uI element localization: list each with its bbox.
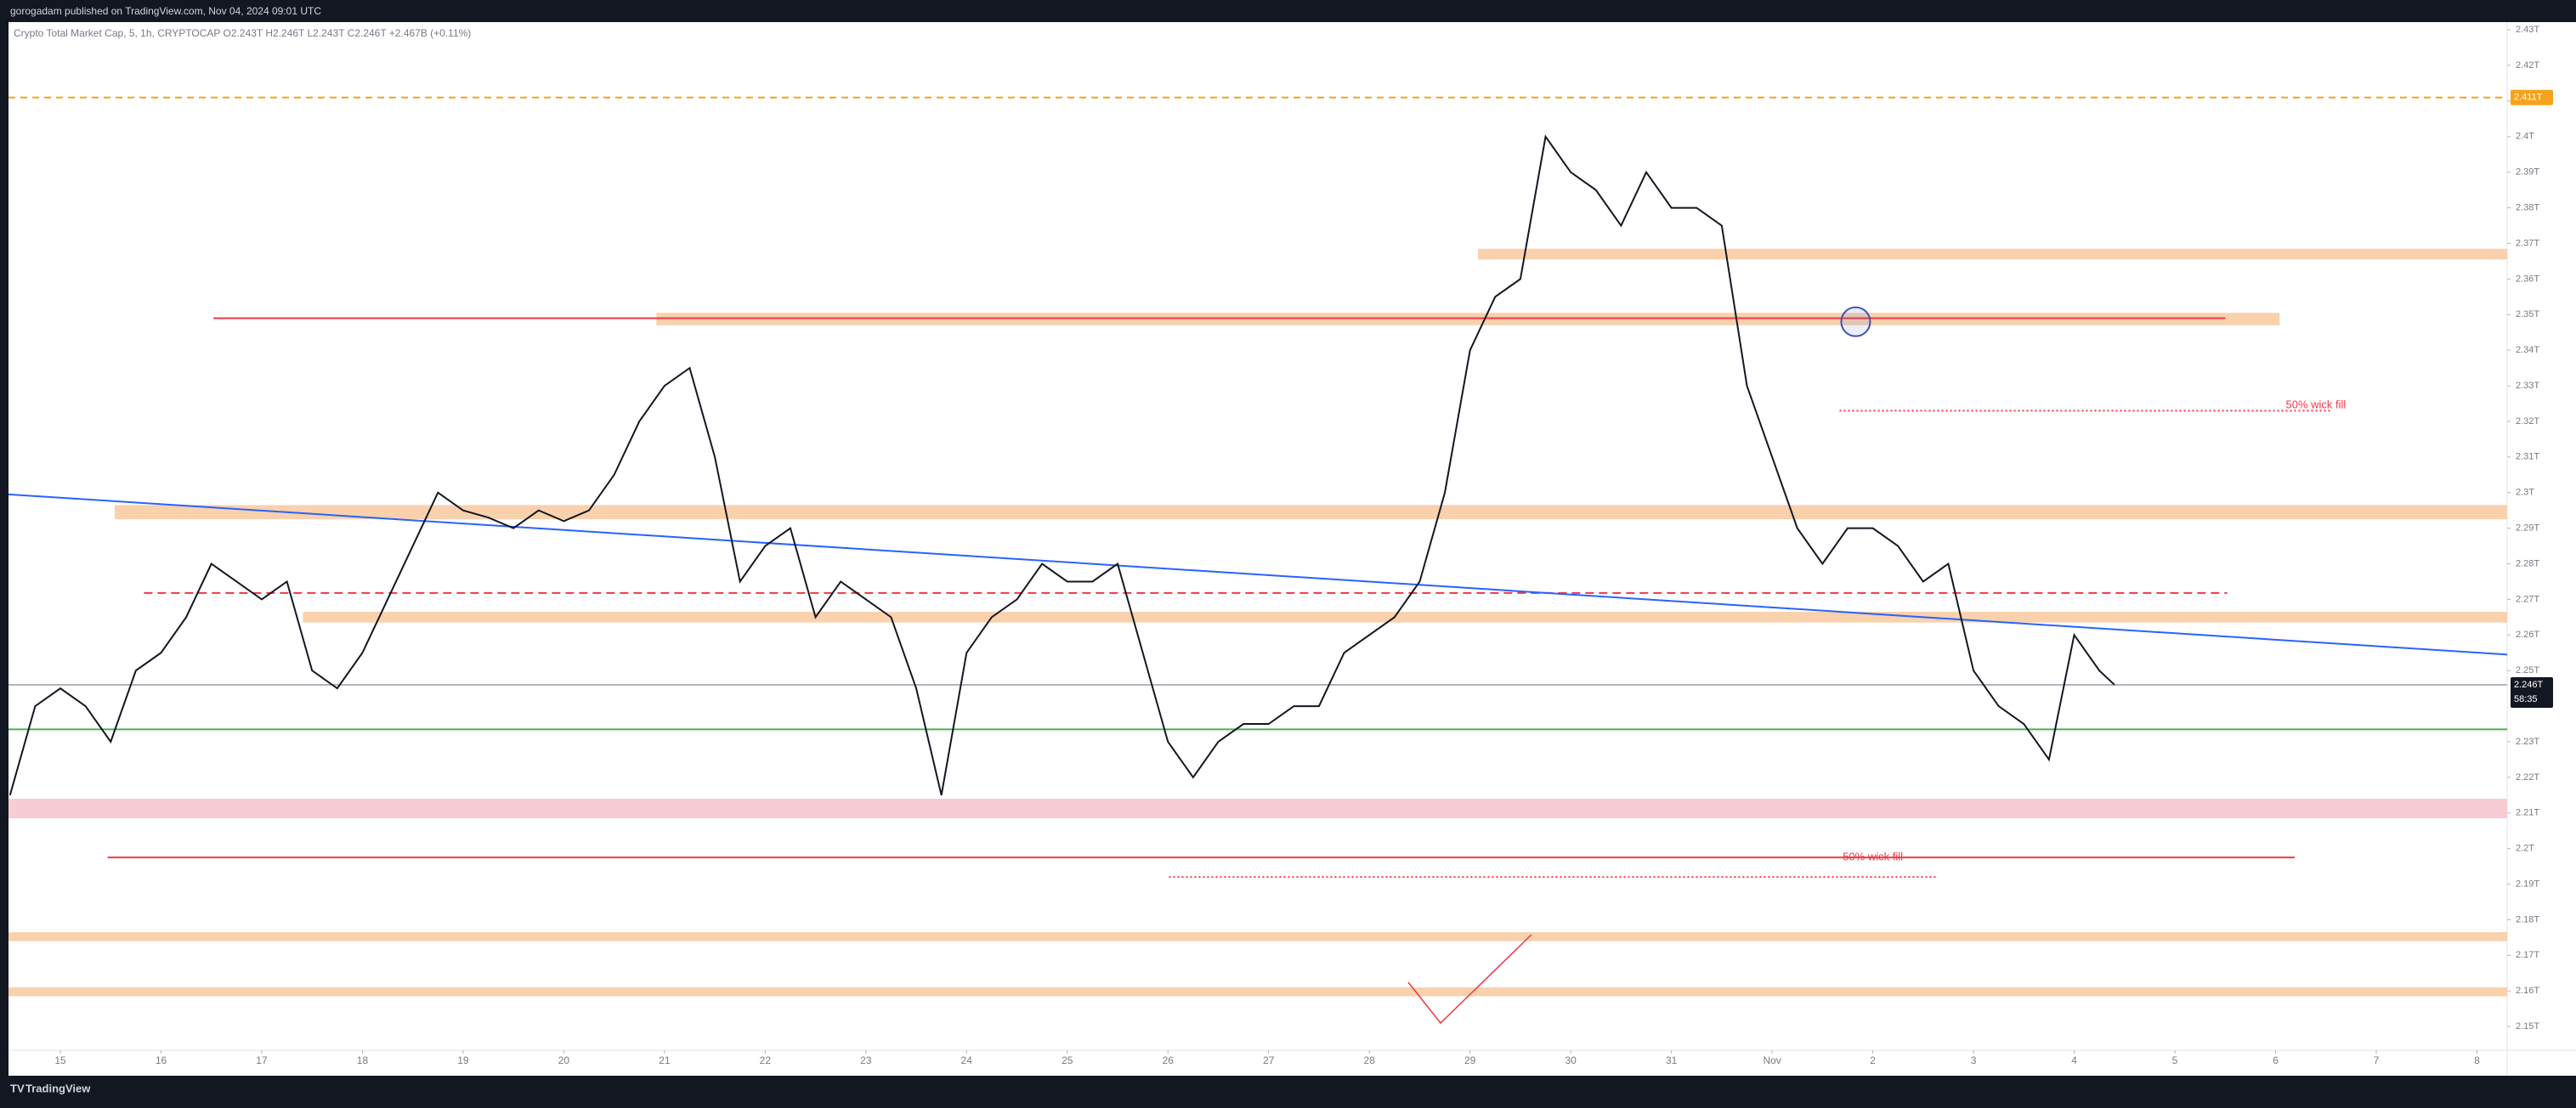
- drawings: 2.15T 2.16T 2.17T 2.18T 2.19T 2.2T 2.21T 2.22T 2…: [8, 22, 2576, 1076]
- zone: [8, 932, 2507, 941]
- y-tick-label: 2.43T: [2516, 25, 2539, 35]
- y-tick-label: 2.38T: [2516, 202, 2539, 212]
- x-tick-label: 19: [457, 1054, 469, 1066]
- annotation: 50% wick fill: [2285, 399, 2346, 411]
- x-tick-label: 23: [860, 1054, 872, 1066]
- x-tick-label: Nov: [1763, 1054, 1781, 1066]
- y-tick-label: 2.18T: [2516, 914, 2539, 924]
- zone: [303, 612, 2507, 623]
- y-tick-label: 2.23T: [2516, 737, 2539, 747]
- circle-marker: [1840, 306, 1871, 337]
- x-tick-label: 30: [1565, 1054, 1577, 1066]
- zone: [114, 505, 2508, 520]
- annotation: 50% wick fill: [1843, 851, 1903, 863]
- y-tick-label: 2.4T: [2516, 132, 2534, 142]
- y-tick-label: 2.37T: [2516, 238, 2539, 248]
- y-tick-label: 2.32T: [2516, 416, 2539, 427]
- x-tick-label: 26: [1163, 1054, 1175, 1066]
- y-tick-label: 2.17T: [2516, 950, 2539, 960]
- x-tick-label: 15: [54, 1054, 66, 1066]
- y-tick-label: 2.25T: [2516, 665, 2539, 676]
- x-tick-label: 20: [558, 1054, 570, 1066]
- y-tick-label: 2.33T: [2516, 381, 2539, 391]
- axis-price-label: 2.411T: [2514, 93, 2543, 103]
- y-tick-label: 2.39T: [2516, 167, 2539, 178]
- axis-countdown: 58:35: [2514, 694, 2538, 704]
- y-tick-label: 2.28T: [2516, 558, 2539, 568]
- y-tick-label: 2.35T: [2516, 309, 2539, 319]
- y-tick-label: 2.42T: [2516, 60, 2539, 71]
- y-tick-label: 2.31T: [2516, 452, 2539, 462]
- x-tick-label: 25: [1062, 1054, 1073, 1066]
- check-drawing: [1407, 934, 1532, 1025]
- x-tick-label: 24: [961, 1054, 973, 1066]
- footer: TradingView: [25, 1082, 91, 1094]
- price-line: [8, 134, 2115, 796]
- x-tick-label: 5: [2172, 1054, 2178, 1066]
- y-tick-label: 2.2T: [2516, 844, 2534, 854]
- y-tick-label: 2.22T: [2516, 772, 2539, 783]
- axis-price-box: [2511, 676, 2553, 708]
- axis-price-label: 2.246T: [2514, 680, 2544, 690]
- x-tick-label: 18: [357, 1054, 369, 1066]
- x-tick-label: 28: [1364, 1054, 1376, 1066]
- x-tick-label: 21: [659, 1054, 671, 1066]
- y-tick-label: 2.3T: [2516, 488, 2534, 498]
- publisher: gorogadam published on TradingView.com, …: [10, 5, 321, 17]
- x-tick-label: 7: [2374, 1054, 2380, 1066]
- plot-background: [8, 22, 2576, 1076]
- logo: TV: [10, 1082, 25, 1094]
- x-tick-label: 31: [1666, 1054, 1678, 1066]
- y-tick-label: 2.36T: [2516, 274, 2539, 284]
- y-tick-label: 2.19T: [2516, 879, 2539, 889]
- x-tick-label: 2: [1870, 1054, 1876, 1066]
- y-tick-label: 2.16T: [2516, 986, 2539, 996]
- zone: [8, 987, 2507, 997]
- x-tick-label: 29: [1464, 1054, 1476, 1066]
- x-tick-label: 6: [2273, 1054, 2279, 1066]
- x-tick-label: 22: [760, 1054, 772, 1066]
- y-tick-label: 2.21T: [2516, 808, 2539, 818]
- x-tick-label: 8: [2474, 1054, 2480, 1066]
- x-tick-label: 4: [2071, 1054, 2077, 1066]
- x-tick-label: 27: [1263, 1054, 1275, 1066]
- x-tick-label: 17: [256, 1054, 268, 1066]
- axis-price-box: [2511, 89, 2553, 105]
- legend-text: Crypto Total Market Cap, 5, 1h, CRYPTOCA…: [14, 27, 471, 39]
- zone: [8, 799, 2507, 819]
- y-tick-label: 2.15T: [2516, 1021, 2539, 1032]
- x-tick-label: 3: [1971, 1054, 1977, 1066]
- y-tick-label: 2.26T: [2516, 630, 2539, 640]
- zone: [656, 313, 2280, 325]
- y-tick-label: 2.29T: [2516, 523, 2539, 534]
- y-tick-label: 2.27T: [2516, 594, 2539, 604]
- zone: [1478, 248, 2507, 260]
- y-tick-label: 2.34T: [2516, 345, 2539, 355]
- x-tick-label: 16: [156, 1054, 167, 1066]
